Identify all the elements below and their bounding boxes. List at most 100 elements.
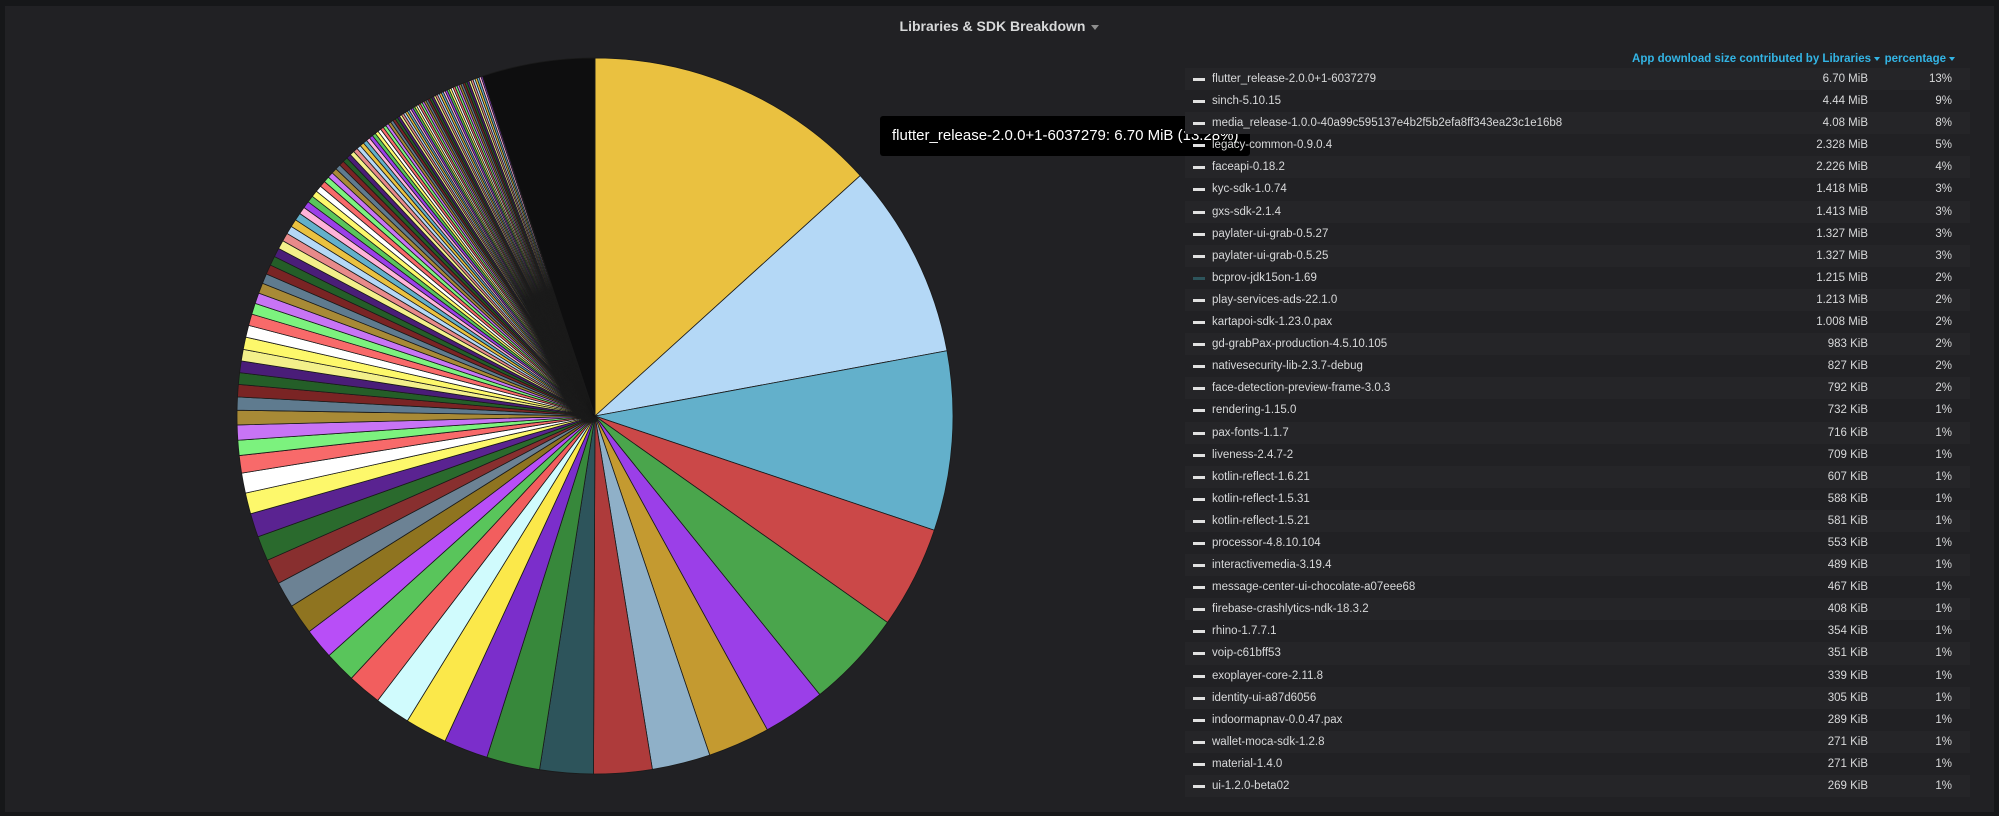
legend-swatch[interactable] <box>1193 762 1205 766</box>
legend-swatch[interactable] <box>1193 541 1205 545</box>
legend-swatch[interactable] <box>1193 78 1205 81</box>
legend-row[interactable]: ui-1.2.0-beta02 269 KiB 1% <box>1185 775 1970 798</box>
legend-label: kyc-sdk-1.0.74 <box>1212 183 1287 196</box>
legend-row[interactable]: kotlin-reflect-1.5.21 581 KiB 1% <box>1185 509 1970 532</box>
legend-swatch[interactable] <box>1193 188 1205 192</box>
legend-swatch[interactable] <box>1193 519 1205 523</box>
legend-swatch[interactable] <box>1193 409 1205 413</box>
legend-swatch[interactable] <box>1193 254 1205 258</box>
legend-swatch[interactable] <box>1193 298 1205 302</box>
legend-swatch[interactable] <box>1193 630 1205 634</box>
legend-row[interactable]: paylater-ui-grab-0.5.27 1.327 MiB 3% <box>1185 223 1970 245</box>
pie-slice[interactable] <box>593 350 954 531</box>
legend-row[interactable]: faceapi-0.18.2 2.226 MiB 4% <box>1185 156 1970 179</box>
legend-percent: 1% <box>1935 426 1952 439</box>
legend-row[interactable]: message-center-ui-chocolate-a07eee68 467 … <box>1185 576 1970 598</box>
legend-swatch[interactable] <box>1193 564 1205 568</box>
legend-label: ui-1.2.0-beta02 <box>1212 780 1290 792</box>
legend-label: kartapoi-sdk-1.23.0.pax <box>1212 316 1333 329</box>
legend-row[interactable]: kartapoi-sdk-1.23.0.pax 1.008 MiB 2% <box>1185 311 1970 333</box>
legend-value: 305 KiB <box>1827 691 1868 704</box>
legend-row[interactable]: voip-c61bff53 351 KiB 1% <box>1185 642 1970 665</box>
legend-row[interactable]: material-1.4.0 271 KiB 1% <box>1185 753 1970 775</box>
legend-swatch[interactable] <box>1193 210 1205 214</box>
pie-slice[interactable] <box>594 57 861 417</box>
legend-swatch[interactable] <box>1193 100 1205 104</box>
pie-slice-tiny-group[interactable] <box>481 57 596 417</box>
legend-swatch[interactable] <box>1193 144 1205 148</box>
legend-swatch[interactable] <box>1193 232 1205 236</box>
legend-row[interactable]: rhino-1.7.7.1 354 KiB 1% <box>1185 620 1970 642</box>
legend-value: 489 KiB <box>1827 559 1868 572</box>
legend-swatch[interactable] <box>1193 475 1205 479</box>
legend-row[interactable]: nativesecurity-lib-2.3.7-debug 827 KiB 2% <box>1185 355 1970 377</box>
legend-swatch[interactable] <box>1193 122 1205 126</box>
legend-swatch[interactable] <box>1193 652 1205 656</box>
legend-value: 467 KiB <box>1827 581 1868 594</box>
legend-swatch[interactable] <box>1193 166 1205 170</box>
legend-row[interactable]: kyc-sdk-1.0.74 1.418 MiB 3% <box>1185 178 1970 200</box>
legend-swatch[interactable] <box>1193 365 1205 369</box>
legend-swatch[interactable] <box>1193 276 1205 280</box>
legend-label: rendering-1.15.0 <box>1212 404 1297 417</box>
legend-percent: 1% <box>1935 448 1952 461</box>
legend-swatch[interactable] <box>1193 497 1205 501</box>
legend-value: 289 KiB <box>1827 713 1868 726</box>
legend-swatch[interactable] <box>1193 696 1205 700</box>
legend-label: message-center-ui-chocolate-a07eee68 <box>1212 581 1416 594</box>
legend-label: firebase-crashlytics-ndk-18.3.2 <box>1212 603 1369 616</box>
legend-row[interactable]: identity-ui-a87d6056 305 KiB 1% <box>1185 686 1970 709</box>
legend-percent: 1% <box>1935 691 1952 704</box>
legend-label: play-services-ads-22.1.0 <box>1212 293 1338 306</box>
panel-title[interactable]: Libraries & SDK Breakdown <box>5 18 1994 34</box>
legend-row[interactable]: indoormapnav-0.0.47.pax 289 KiB 1% <box>1185 709 1970 731</box>
legend-row[interactable]: gxs-sdk-2.1.4 1.413 MiB 3% <box>1185 200 1970 223</box>
legend-swatch[interactable] <box>1193 321 1205 325</box>
legend-label: liveness-2.4.7-2 <box>1212 448 1294 461</box>
legend-percent: 5% <box>1935 139 1952 152</box>
pie-slice[interactable] <box>593 175 948 417</box>
legend-swatch[interactable] <box>1193 343 1205 347</box>
legend-row[interactable]: kotlin-reflect-1.6.21 607 KiB 1% <box>1185 465 1970 488</box>
value-column-header[interactable]: App download size contributed by Librari… <box>1632 53 1880 65</box>
legend-row[interactable]: pax-fonts-1.1.7 716 KiB 1% <box>1185 421 1970 444</box>
percent-column-header[interactable]: percentage <box>1885 53 1955 65</box>
legend-row[interactable]: legacy-common-0.9.0.4 2.328 MiB 5% <box>1185 134 1970 156</box>
legend-percent: 3% <box>1935 249 1952 262</box>
legend-swatch[interactable] <box>1193 387 1205 391</box>
legend-row[interactable]: processor-4.8.10.104 553 KiB 1% <box>1185 532 1970 554</box>
legend-row[interactable]: paylater-ui-grab-0.5.25 1.327 MiB 3% <box>1185 244 1970 267</box>
legend-swatch[interactable] <box>1193 608 1205 612</box>
legend-swatch[interactable] <box>1193 740 1205 744</box>
legend-row[interactable]: wallet-moca-sdk-1.2.8 271 KiB 1% <box>1185 730 1970 753</box>
legend-label: kotlin-reflect-1.5.31 <box>1212 492 1310 505</box>
legend-swatch[interactable] <box>1193 453 1205 457</box>
legend-row[interactable]: gd-grabPax-production-4.5.10.105 983 KiB 2… <box>1185 333 1970 356</box>
legend-swatch[interactable] <box>1193 586 1205 590</box>
legend-row[interactable]: interactivemedia-3.19.4 489 KiB 1% <box>1185 554 1970 577</box>
legend-label: faceapi-0.18.2 <box>1212 161 1285 174</box>
legend-label: indoormapnav-0.0.47.pax <box>1212 713 1343 726</box>
legend-percent: 13% <box>1928 73 1952 85</box>
legend-percent: 1% <box>1935 669 1952 682</box>
legend-row[interactable]: kotlin-reflect-1.5.31 588 KiB 1% <box>1185 488 1970 510</box>
legend-row[interactable]: sinch-5.10.15 4.44 MiB 9% <box>1185 90 1970 112</box>
legend-percent: 8% <box>1935 117 1952 130</box>
legend-value: 339 KiB <box>1827 669 1868 682</box>
percent-column-label: percentage <box>1884 53 1946 65</box>
legend-swatch[interactable] <box>1193 674 1205 678</box>
legend-row[interactable]: firebase-crashlytics-ndk-18.3.2 408 KiB 1% <box>1185 598 1970 621</box>
legend-row[interactable]: flutter_release-2.0.0+1-6037279 6.70 MiB 1… <box>1185 68 1970 91</box>
legend-row[interactable]: bcprov-jdk15on-1.69 1.215 MiB 2% <box>1185 267 1970 289</box>
legend-row[interactable]: media_release-1.0.0-40a99c595137e4b2f5b2… <box>1185 112 1970 135</box>
legend-percent: 3% <box>1935 205 1952 218</box>
legend-swatch[interactable] <box>1193 785 1205 788</box>
legend-row[interactable]: rendering-1.15.0 732 KiB 1% <box>1185 399 1970 421</box>
legend-row[interactable]: exoplayer-core-2.11.8 339 KiB 1% <box>1185 665 1970 687</box>
legend-row[interactable]: liveness-2.4.7-2 709 KiB 1% <box>1185 444 1970 466</box>
legend-percent: 2% <box>1935 360 1952 373</box>
legend-swatch[interactable] <box>1193 431 1205 435</box>
legend-row[interactable]: play-services-ads-22.1.0 1.213 MiB 2% <box>1185 288 1970 312</box>
legend-row[interactable]: face-detection-preview-frame-3.0.3 792 Ki… <box>1185 377 1970 400</box>
legend-swatch[interactable] <box>1193 718 1205 722</box>
